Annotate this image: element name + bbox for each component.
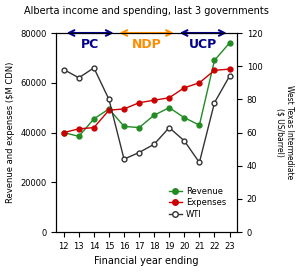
Line: WTI: WTI [61, 66, 232, 165]
Expenses [107, 109, 111, 112]
Expenses [92, 126, 96, 129]
WTI [182, 139, 186, 143]
Expenses [77, 127, 81, 131]
WTI [122, 157, 126, 161]
WTI [167, 126, 171, 129]
Expenses [122, 107, 126, 110]
WTI [92, 66, 96, 69]
Text: PC: PC [81, 38, 99, 51]
Legend: Revenue, Expenses, WTI: Revenue, Expenses, WTI [166, 183, 229, 222]
Expenses [137, 101, 141, 104]
WTI [213, 101, 216, 104]
X-axis label: Financial year ending: Financial year ending [94, 256, 199, 267]
Revenue [92, 117, 96, 120]
Revenue [228, 41, 231, 45]
Revenue [62, 131, 65, 134]
WTI [137, 151, 141, 154]
Revenue [137, 126, 141, 129]
Revenue [107, 107, 111, 110]
Title: Alberta income and spending, last 3 governments: Alberta income and spending, last 3 gove… [24, 5, 269, 16]
Revenue [152, 113, 156, 117]
Expenses [62, 131, 65, 134]
Revenue [77, 135, 81, 138]
Text: UCP: UCP [189, 38, 217, 51]
Line: Expenses: Expenses [61, 67, 232, 135]
Expenses [213, 69, 216, 72]
WTI [62, 68, 65, 71]
Revenue [198, 123, 201, 127]
Revenue [122, 125, 126, 128]
Text: NDP: NDP [132, 38, 161, 51]
Y-axis label: West Texas Intermediate
($ US/barrel): West Texas Intermediate ($ US/barrel) [275, 85, 294, 180]
Revenue [213, 59, 216, 62]
Line: Revenue: Revenue [61, 41, 232, 139]
Revenue [182, 116, 186, 119]
Revenue [167, 106, 171, 109]
WTI [77, 76, 81, 79]
Expenses [167, 96, 171, 99]
WTI [152, 143, 156, 146]
Expenses [152, 98, 156, 102]
WTI [107, 98, 111, 101]
Expenses [228, 67, 231, 71]
WTI [198, 161, 201, 164]
Expenses [198, 81, 201, 84]
Expenses [182, 86, 186, 89]
WTI [228, 75, 231, 78]
Y-axis label: Revenue and expenses ($M CDN): Revenue and expenses ($M CDN) [6, 62, 15, 203]
